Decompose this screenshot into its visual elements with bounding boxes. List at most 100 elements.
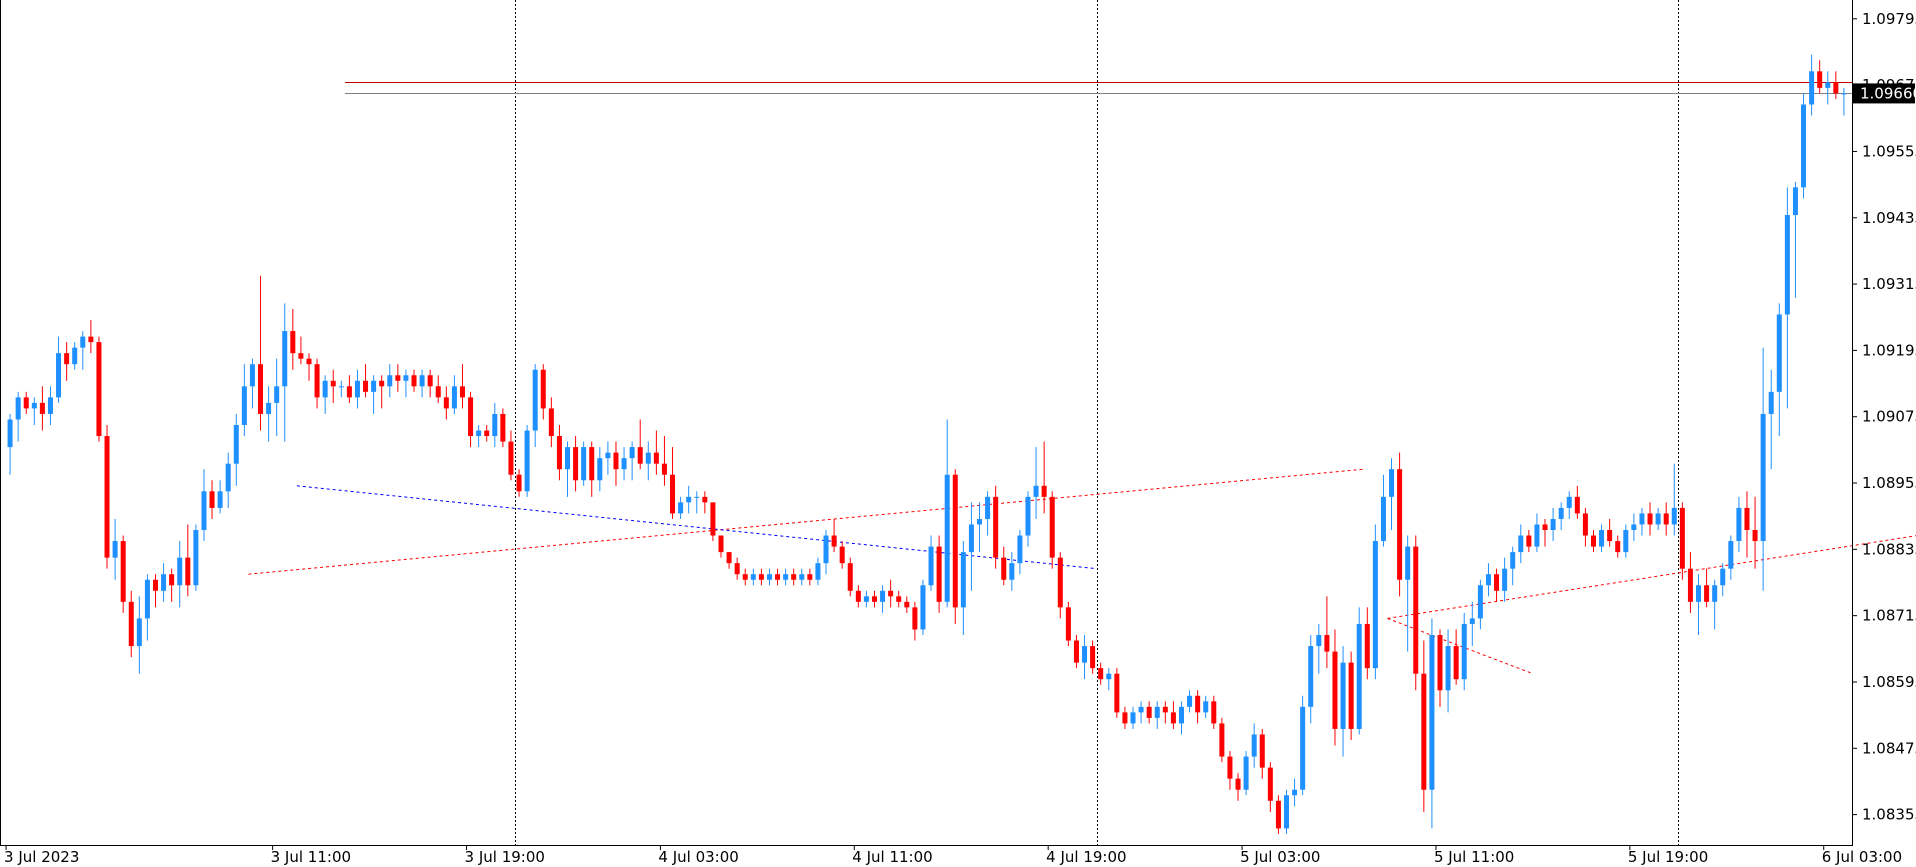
candle: [1065, 601, 1071, 647]
trend-line: [1387, 617, 1534, 675]
candle: [1696, 574, 1702, 635]
candle-body: [120, 541, 126, 602]
candle-body: [371, 380, 377, 392]
candle: [952, 469, 958, 624]
candle-body: [1534, 524, 1540, 547]
candle: [985, 491, 991, 536]
candle: [847, 557, 853, 597]
x-tick-label: 4 Jul 03:00: [658, 848, 738, 866]
candle-body: [476, 430, 482, 437]
candle: [661, 436, 667, 486]
candle-body: [1801, 104, 1807, 188]
candle-body: [904, 601, 910, 608]
candle: [1138, 701, 1144, 724]
candle-body: [468, 397, 474, 437]
candle-body: [985, 496, 991, 519]
candle-body: [1154, 706, 1160, 718]
candle: [1348, 651, 1354, 740]
candle-body: [621, 458, 627, 470]
candle: [39, 386, 45, 431]
candle-body: [282, 331, 288, 387]
candle-body: [1219, 723, 1225, 757]
candle-body: [1235, 778, 1241, 790]
candle: [1405, 535, 1411, 652]
candle-body: [1817, 71, 1823, 88]
candle-body: [1138, 706, 1144, 713]
price-lines: [345, 82, 1852, 94]
candle-body: [653, 452, 659, 464]
candle-body: [1001, 557, 1007, 580]
candle-body: [1704, 585, 1710, 602]
candle-body: [1510, 552, 1516, 569]
candle: [1550, 507, 1556, 542]
candle-body: [1275, 800, 1281, 829]
candle: [7, 413, 13, 475]
candle: [266, 386, 272, 442]
candle: [1817, 60, 1823, 94]
candle: [1809, 54, 1815, 116]
candle: [1518, 524, 1524, 564]
candle: [581, 441, 587, 486]
candle: [1283, 789, 1290, 834]
candle: [1300, 695, 1306, 796]
candle-body: [1696, 585, 1702, 602]
candle: [1566, 491, 1572, 519]
candle: [1647, 502, 1653, 536]
candle-body: [387, 375, 393, 387]
candle: [169, 568, 175, 602]
candle-body: [1833, 82, 1839, 94]
candle-body: [791, 574, 797, 580]
candle-body: [484, 430, 490, 437]
candle: [1671, 463, 1677, 536]
candle-body: [346, 386, 352, 398]
candle: [766, 568, 772, 586]
candle-body: [427, 375, 433, 387]
candle: [363, 364, 369, 398]
y-tick-label: 1.08835: [1862, 540, 1916, 558]
candle-body: [1397, 469, 1403, 580]
candle: [508, 430, 514, 481]
candle: [750, 568, 756, 586]
candle: [451, 375, 457, 414]
candle-body: [702, 496, 708, 503]
candle-body: [678, 502, 684, 514]
candle: [556, 425, 562, 481]
candle: [888, 579, 894, 608]
candle-body: [1300, 706, 1306, 790]
candle: [241, 364, 247, 437]
candle: [1187, 690, 1193, 713]
candle: [1704, 568, 1710, 608]
candle-body: [144, 579, 150, 619]
candle-body: [1130, 712, 1136, 724]
candle-body: [1631, 524, 1637, 530]
candle-body: [1590, 535, 1596, 547]
trend-lines: [248, 468, 1916, 675]
candle-body: [1825, 82, 1831, 88]
candle: [839, 541, 845, 569]
x-tick-label: 3 Jul 19:00: [465, 848, 545, 866]
candle: [1219, 717, 1225, 763]
candle: [775, 568, 781, 586]
candle: [573, 436, 579, 492]
candle: [653, 430, 659, 475]
candle: [1170, 701, 1176, 729]
y-tick-label: 1.09315: [1862, 275, 1916, 293]
candle: [209, 480, 215, 519]
candle-body: [1687, 568, 1693, 602]
candle: [128, 590, 134, 658]
candle: [1025, 491, 1031, 547]
candle: [1203, 695, 1209, 718]
candle-body: [31, 402, 37, 409]
candle-body: [605, 452, 611, 459]
candle-body: [661, 463, 667, 475]
candle: [613, 441, 619, 486]
candle: [896, 590, 902, 608]
candle: [354, 369, 360, 409]
trend-line: [296, 485, 1097, 570]
candle-body: [1348, 662, 1354, 729]
candle: [1413, 535, 1419, 691]
candle: [1453, 629, 1459, 685]
candle: [670, 447, 676, 519]
candle-body: [686, 496, 692, 503]
